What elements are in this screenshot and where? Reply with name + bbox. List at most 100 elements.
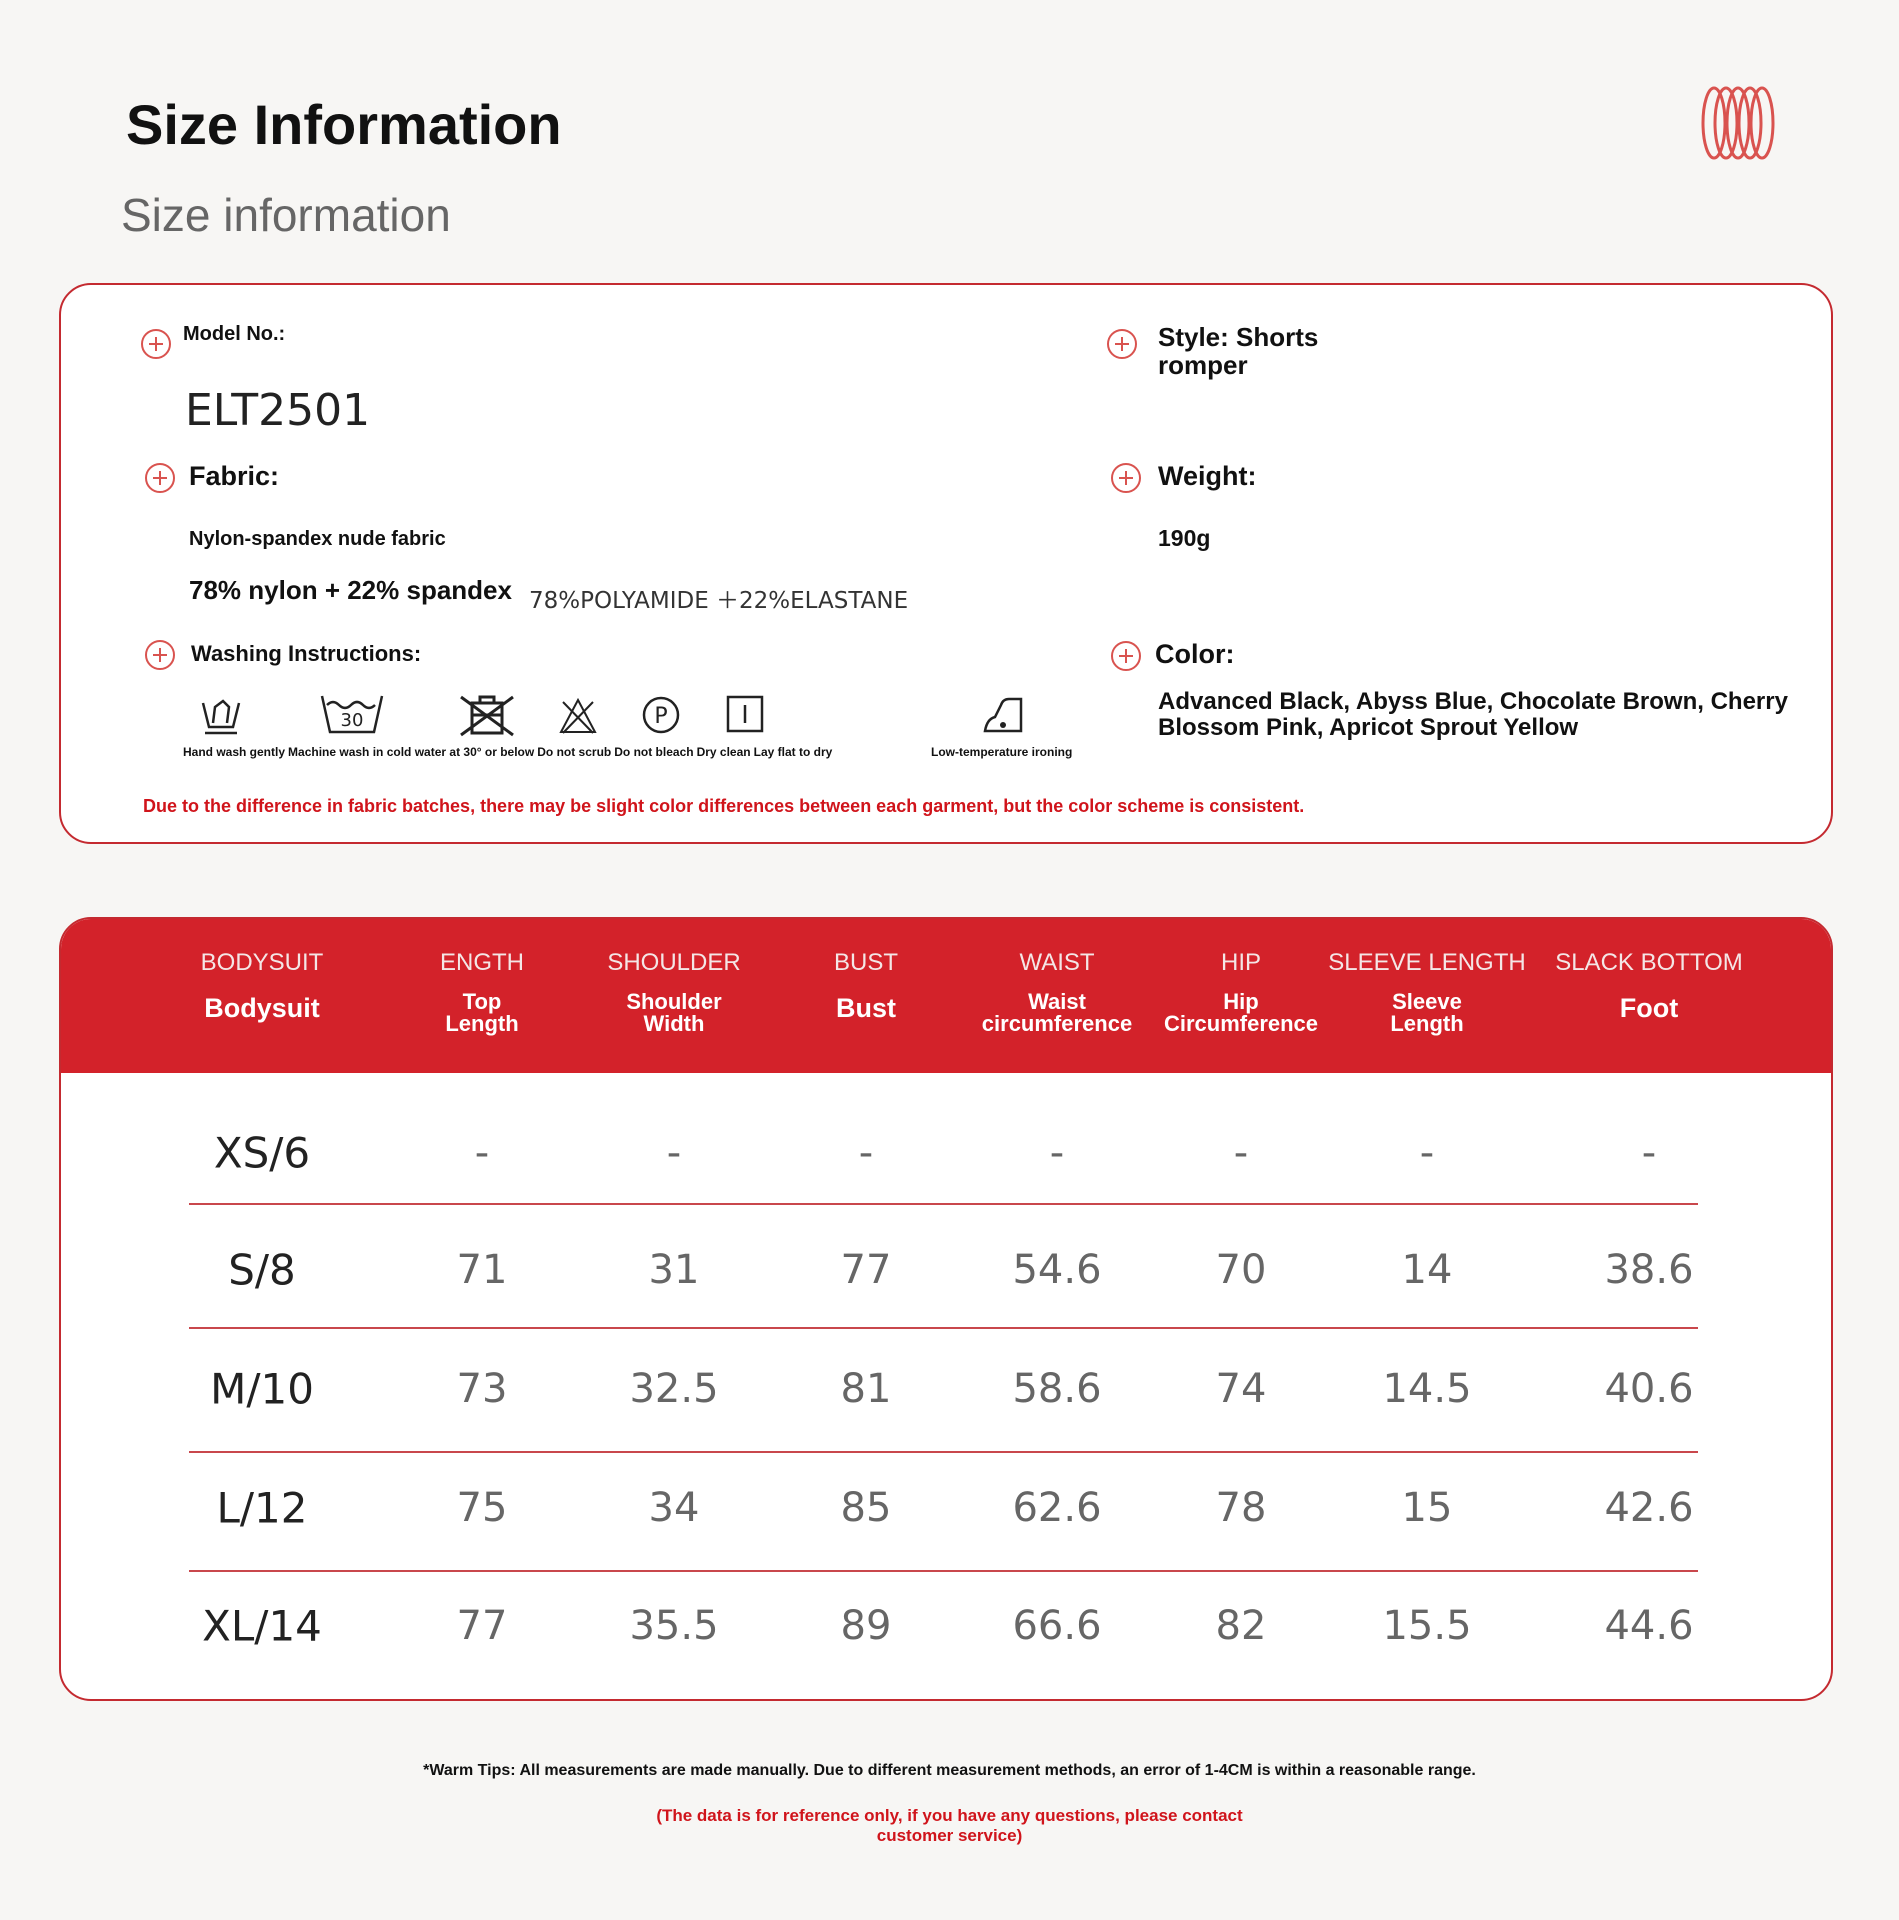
low-temp-iron-icon xyxy=(983,697,1023,733)
measurement-cell: - xyxy=(1419,1130,1435,1176)
washing-label-dry-clean: Dry clean xyxy=(696,745,751,759)
washing-label-machine-wash: Machine wash in cold water at 30° or bel… xyxy=(288,745,535,759)
column-header-en: SHOULDER xyxy=(607,949,741,976)
measurement-cell: 38.6 xyxy=(1604,1247,1694,1293)
plus-circle-icon xyxy=(145,463,175,493)
style-label: Style: Shorts romper xyxy=(1158,323,1318,379)
reference-text: (The data is for reference only, if you … xyxy=(656,1806,1243,1845)
column-header-en: BODYSUIT xyxy=(200,949,324,976)
measurement-cell: 77 xyxy=(840,1247,892,1293)
column-header-line: Width xyxy=(643,1011,705,1036)
svg-text:P: P xyxy=(654,704,667,729)
measurement-cell: - xyxy=(858,1130,874,1176)
color-difference-note: Due to the difference in fabric batches,… xyxy=(143,796,1305,816)
column-header-line: Foot xyxy=(1619,993,1679,1023)
size-label: L/12 xyxy=(216,1483,308,1533)
svg-text:30: 30 xyxy=(341,710,364,731)
column-header: WAIST Waist circumference xyxy=(982,949,1132,1035)
column-header: SLEEVE LENGTH Sleeve Length xyxy=(1328,949,1525,1035)
washing-label: Washing Instructions: xyxy=(191,641,422,666)
table-row: L/12 75 34 85 62.6 78 15 42.6 xyxy=(61,1468,1831,1548)
column-header: ENGTH Top Length xyxy=(440,949,524,1035)
page-title: Size Information xyxy=(126,93,562,156)
style-line-1: Style: Shorts xyxy=(1158,322,1319,352)
measurement-cell: 75 xyxy=(456,1485,508,1531)
warm-tips: *Warm Tips: All measurements are made ma… xyxy=(423,1762,1476,1779)
measurement-cell: 62.6 xyxy=(1012,1485,1102,1531)
column-header: BODYSUIT Bodysuit xyxy=(200,949,324,1022)
measurement-cell: 42.6 xyxy=(1604,1485,1694,1531)
measurement-cell: 44.6 xyxy=(1604,1603,1694,1649)
column-header: BUST Bust xyxy=(834,949,898,1022)
row-divider xyxy=(189,1570,1698,1572)
table-row: XL/14 77 35.5 89 66.6 82 15.5 44.6 xyxy=(61,1586,1831,1666)
page-subtitle: Size information xyxy=(121,189,451,241)
size-label: M/10 xyxy=(210,1364,314,1414)
measurement-cell: 82 xyxy=(1215,1603,1267,1649)
column-header-line: circumference xyxy=(981,1011,1133,1036)
column-header-line: Hip xyxy=(1223,989,1259,1014)
fabric-composition-en: 78%POLYAMIDE ＋22%ELASTANE xyxy=(529,588,909,614)
washing-label-hand-wash: Hand wash gently xyxy=(183,745,286,759)
plus-circle-icon xyxy=(141,329,171,359)
column-header-label: Bust xyxy=(834,995,898,1022)
lay-flat-dry-icon xyxy=(726,695,764,733)
column-header-en: WAIST xyxy=(1019,949,1095,976)
plus-circle-icon xyxy=(1107,329,1137,359)
measurement-cell: 40.6 xyxy=(1604,1366,1694,1412)
measurement-cell: 77 xyxy=(456,1603,508,1649)
measurement-cell: - xyxy=(666,1130,682,1176)
row-divider xyxy=(189,1451,1698,1453)
measurement-cell: 66.6 xyxy=(1012,1603,1102,1649)
measurement-cell: 89 xyxy=(840,1603,892,1649)
column-header-en: HIP xyxy=(1220,949,1262,976)
color-line-1: Advanced Black, Abyss Blue, Chocolate Br… xyxy=(1158,688,1788,715)
size-label: XS/6 xyxy=(213,1128,311,1178)
measurement-cell: 35.5 xyxy=(629,1603,719,1649)
fabric-composition: 78% nylon + 22% spandex xyxy=(189,575,512,605)
column-header-line: Sleeve xyxy=(1392,989,1462,1014)
fabric-label: Fabric: xyxy=(189,461,280,491)
plus-circle-icon xyxy=(1111,463,1141,493)
measurement-cell: 14.5 xyxy=(1382,1366,1472,1412)
machine-wash-30-icon: 30 xyxy=(320,695,384,734)
table-row: S/8 71 31 77 54.6 70 14 38.6 xyxy=(61,1230,1831,1310)
washing-label-iron: Low-temperature ironing xyxy=(931,745,1073,759)
column-header: HIP Hip Circumference xyxy=(1164,949,1318,1035)
column-header-line: Length xyxy=(445,1011,519,1036)
model-label: Model No.: xyxy=(183,323,286,345)
measurement-cell: 31 xyxy=(648,1247,700,1293)
table-row: XS/6 - - - - - - - xyxy=(61,1113,1831,1193)
size-label: XL/14 xyxy=(202,1601,322,1651)
column-header-line: Circumference xyxy=(1163,1011,1319,1036)
measurement-cell: 73 xyxy=(456,1366,508,1412)
measurement-cell: 34 xyxy=(648,1485,700,1531)
do-not-scrub-icon xyxy=(460,695,514,737)
column-header-line: Shoulder xyxy=(626,989,722,1014)
weight-value: 190g xyxy=(1158,525,1211,551)
measurement-cell: - xyxy=(474,1130,490,1176)
washing-label-lay-flat: Lay flat to dry xyxy=(753,745,833,759)
column-header-label: Hip Circumference xyxy=(1164,991,1318,1035)
measurement-cell: 58.6 xyxy=(1012,1366,1102,1412)
column-header-label: Foot xyxy=(1555,993,1743,1023)
column-header-line: Top xyxy=(462,989,502,1014)
column-header: SLACK BOTTOM Foot xyxy=(1555,949,1743,1023)
dry-clean-icon: P xyxy=(642,696,680,734)
measurement-cell: 15 xyxy=(1401,1485,1453,1531)
column-header-en: SLEEVE LENGTH xyxy=(1328,949,1526,976)
hand-wash-icon xyxy=(201,699,241,735)
measurement-cell: 15.5 xyxy=(1382,1603,1472,1649)
size-table-header: BODYSUIT Bodysuit ENGTH Top Length SHOULDER Sh… xyxy=(61,919,1831,1073)
rings-logo-icon xyxy=(1701,86,1775,160)
measurement-cell: 78 xyxy=(1215,1485,1267,1531)
weight-label: Weight: xyxy=(1158,461,1257,491)
color-options: Advanced Black, Abyss Blue, Chocolate Br… xyxy=(1158,689,1788,741)
size-label: S/8 xyxy=(228,1245,296,1295)
measurement-cell: 32.5 xyxy=(629,1366,719,1412)
washing-label-no-bleach: Do not bleach xyxy=(614,745,694,759)
measurement-cell: 71 xyxy=(456,1247,508,1293)
measurement-cell: 70 xyxy=(1215,1247,1267,1293)
column-header-en: SLACK BOTTOM xyxy=(1555,949,1743,976)
column-header: SHOULDER Shoulder Width xyxy=(607,949,740,1035)
